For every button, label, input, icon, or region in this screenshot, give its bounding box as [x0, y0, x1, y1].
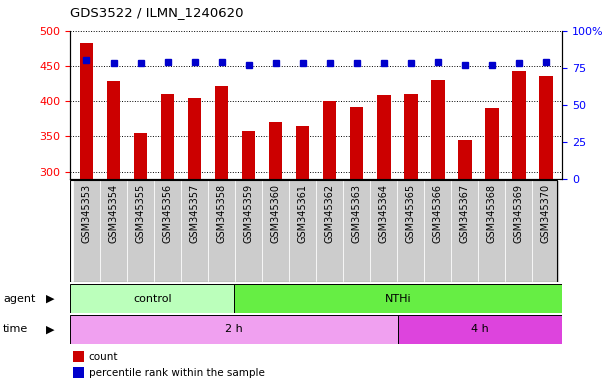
Text: GSM345370: GSM345370 [541, 184, 551, 243]
Bar [208, 180, 235, 282]
Text: GSM345362: GSM345362 [324, 184, 335, 243]
Bar [452, 180, 478, 282]
Bar [73, 180, 100, 282]
Text: GSM345355: GSM345355 [136, 184, 145, 243]
Bar [343, 180, 370, 282]
Bar [242, 131, 255, 179]
Bar [323, 101, 337, 179]
Bar [79, 43, 93, 179]
Bar [188, 98, 202, 179]
Bar [398, 315, 562, 344]
Bar [478, 180, 505, 282]
Bar [161, 94, 174, 179]
Text: time: time [3, 324, 28, 334]
Bar [397, 180, 424, 282]
Bar [370, 180, 397, 282]
Bar [404, 94, 417, 179]
Bar [424, 180, 452, 282]
Bar [350, 107, 364, 179]
Bar [296, 126, 309, 179]
Bar [134, 133, 147, 179]
Text: ▶: ▶ [46, 324, 55, 334]
Bar [289, 180, 316, 282]
Text: ▶: ▶ [46, 293, 55, 304]
Bar [431, 80, 445, 179]
Bar [154, 180, 181, 282]
Text: GSM345357: GSM345357 [189, 184, 200, 243]
Text: GSM345356: GSM345356 [163, 184, 172, 243]
Text: GSM345368: GSM345368 [487, 184, 497, 243]
Bar [269, 122, 282, 179]
Bar [181, 180, 208, 282]
Bar [234, 284, 562, 313]
Text: 4 h: 4 h [471, 324, 489, 334]
Text: GSM345369: GSM345369 [514, 184, 524, 243]
Text: GSM345365: GSM345365 [406, 184, 415, 243]
Bar [316, 180, 343, 282]
Bar [100, 180, 127, 282]
Text: GSM345353: GSM345353 [81, 184, 92, 243]
Text: GSM345364: GSM345364 [379, 184, 389, 243]
Text: GSM345361: GSM345361 [298, 184, 308, 243]
Text: GSM345360: GSM345360 [271, 184, 280, 243]
Text: agent: agent [3, 293, 35, 304]
Text: GSM345366: GSM345366 [433, 184, 443, 243]
Bar [539, 76, 553, 179]
Bar [70, 284, 234, 313]
Text: GSM345354: GSM345354 [109, 184, 119, 243]
Bar [532, 180, 560, 282]
Bar [127, 180, 154, 282]
Bar [485, 108, 499, 179]
Bar [215, 86, 229, 179]
Bar [505, 180, 532, 282]
Text: GDS3522 / ILMN_1240620: GDS3522 / ILMN_1240620 [70, 6, 244, 19]
Text: GSM345367: GSM345367 [460, 184, 470, 243]
Bar [377, 96, 390, 179]
Text: GSM345359: GSM345359 [244, 184, 254, 243]
Text: NTHi: NTHi [385, 293, 411, 304]
Bar [70, 315, 398, 344]
Bar [512, 71, 525, 179]
Bar [235, 180, 262, 282]
Text: GSM345363: GSM345363 [352, 184, 362, 243]
Text: GSM345358: GSM345358 [217, 184, 227, 243]
Text: percentile rank within the sample: percentile rank within the sample [89, 368, 265, 378]
Text: control: control [133, 293, 172, 304]
Text: 2 h: 2 h [225, 324, 243, 334]
Bar [262, 180, 289, 282]
Bar [458, 140, 472, 179]
Bar [107, 81, 120, 179]
Text: count: count [89, 352, 118, 362]
